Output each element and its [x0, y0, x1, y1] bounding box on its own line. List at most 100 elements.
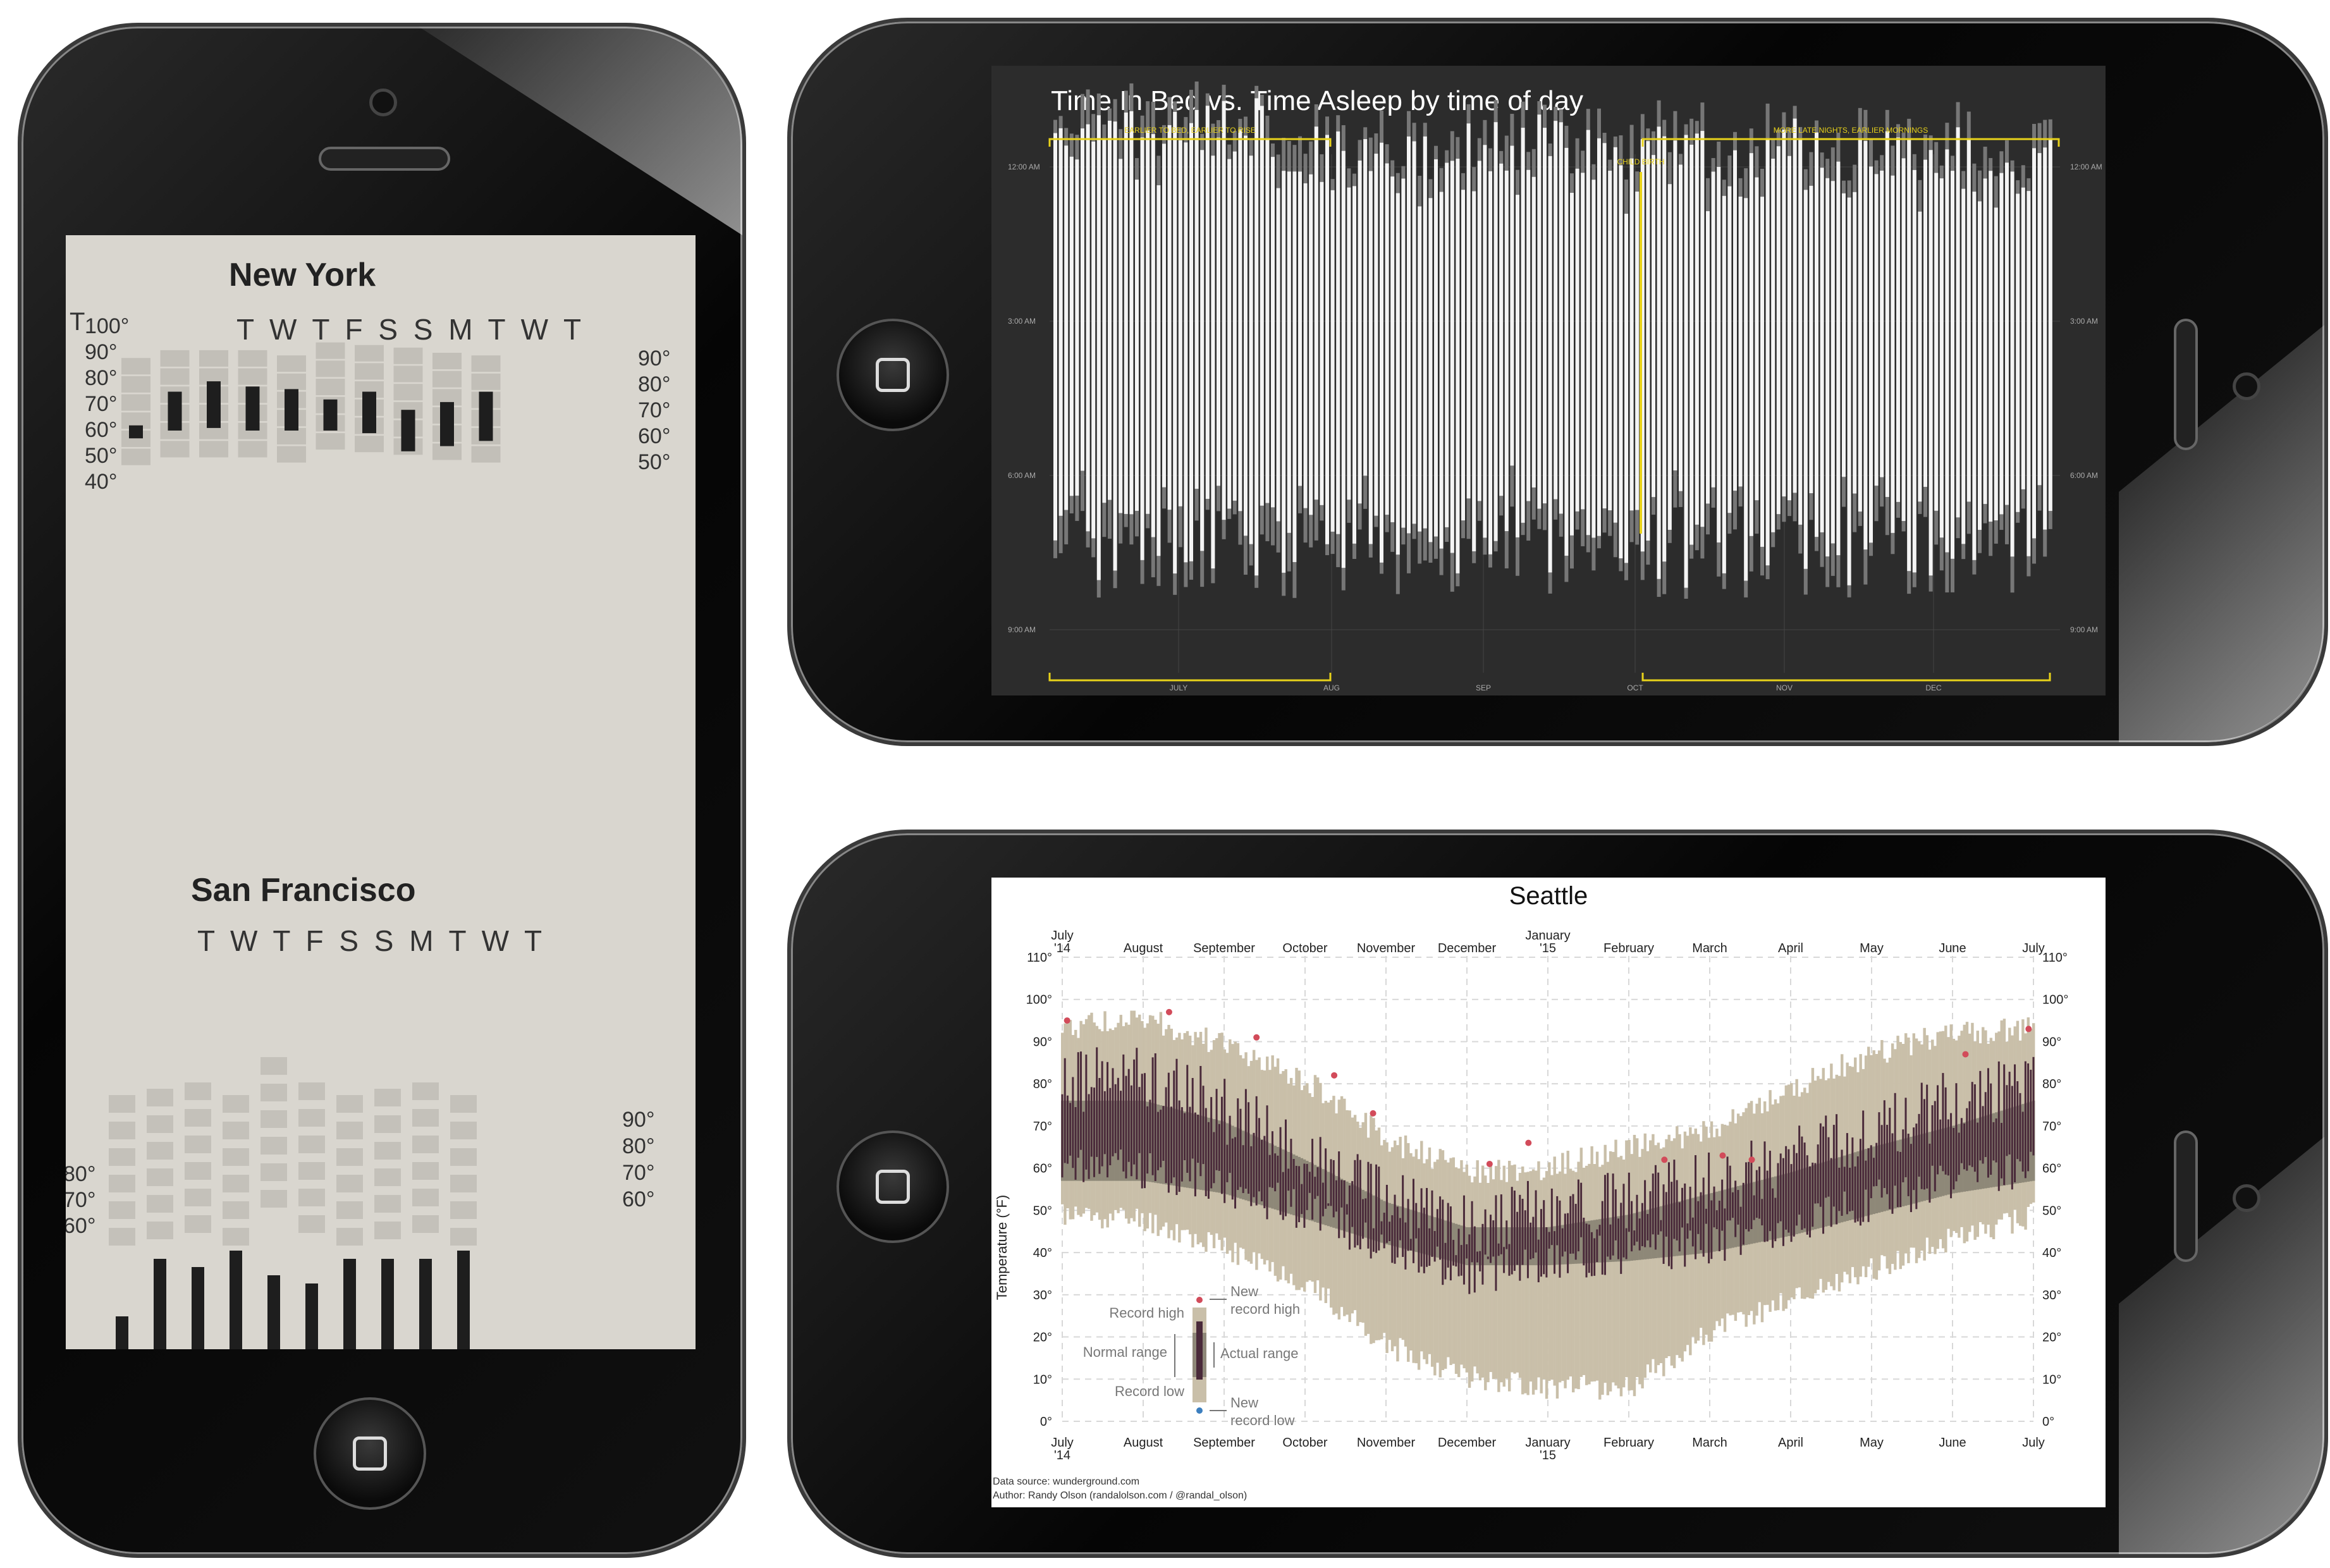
sleep-asleep-bar — [1428, 198, 1433, 542]
seattle-actual-range — [1513, 1191, 1516, 1271]
seattle-actual-range — [1516, 1211, 1519, 1265]
sleep-asleep-bar — [1961, 188, 1966, 544]
seattle-actual-range — [2006, 1085, 2008, 1156]
sf-days: T W T F S S M T W T — [197, 924, 546, 957]
seattle-actual-range — [1944, 1087, 1947, 1175]
seattle-actual-range — [1787, 1149, 1790, 1233]
newspaper-screen: T New York T W T F S S M T W T 100° 90° 80… — [66, 235, 696, 1349]
seattle-record-range — [1577, 1161, 1580, 1390]
sleep-month-label: AUG — [1323, 683, 1340, 692]
seattle-actual-range — [1795, 1153, 1798, 1226]
seattle-actual-range — [1330, 1159, 1332, 1206]
seattle-actual-range — [1133, 1059, 1136, 1165]
seattle-actual-range — [1721, 1179, 1724, 1231]
seattle-actual-range — [1442, 1199, 1444, 1285]
seattle-actual-range — [1069, 1103, 1072, 1156]
seattle-actual-range — [1535, 1190, 1537, 1253]
sleep-asleep-bar — [2021, 187, 2025, 489]
seattle-actual-range — [1284, 1119, 1287, 1216]
seattle-actual-range — [1862, 1110, 1865, 1222]
seattle-normal-range — [1659, 1206, 1663, 1258]
seattle-record-range — [1564, 1173, 1567, 1388]
seattle-normal-range — [1478, 1227, 1482, 1266]
seattle-actual-range — [1657, 1172, 1660, 1235]
seattle-actual-range — [1825, 1115, 1827, 1198]
sf-grid-cell — [223, 1228, 249, 1246]
ny-left-tick: 100° — [85, 314, 129, 338]
bracket-bottom-left — [1048, 673, 1332, 682]
seattle-month-bottom: November — [1357, 1436, 1416, 1450]
home-button[interactable] — [837, 1130, 949, 1243]
seattle-actual-range — [1338, 1151, 1340, 1239]
sleep-asleep-bar — [1830, 181, 1835, 544]
home-button[interactable] — [837, 319, 949, 431]
seattle-actual-range — [1838, 1167, 1841, 1211]
seattle-actual-range — [1170, 1106, 1173, 1184]
seattle-actual-range — [1103, 1091, 1106, 1155]
seattle-actual-range — [1572, 1194, 1574, 1254]
seattle-actual-range — [1867, 1148, 1870, 1222]
seattle-actual-range — [1779, 1153, 1782, 1222]
seattle-record-range — [1542, 1177, 1546, 1380]
seattle-actual-range — [1710, 1200, 1713, 1259]
seattle-normal-range — [1598, 1219, 1602, 1263]
seattle-actual-range — [2027, 1063, 2030, 1172]
seattle-actual-range — [1136, 1048, 1138, 1180]
seattle-y-tick-left: 80° — [1033, 1077, 1052, 1091]
seattle-actual-range — [1612, 1173, 1614, 1256]
sf-bars — [109, 1057, 477, 1349]
ny-right-tick: 90° — [638, 346, 670, 371]
sleep-asleep-bar — [1912, 169, 1916, 573]
sleep-asleep-bar — [1619, 165, 1623, 559]
sleep-asleep-bar — [1450, 161, 1454, 553]
seattle-actual-range — [1718, 1201, 1720, 1252]
seattle-actual-range — [1248, 1102, 1250, 1194]
seattle-record-range — [1524, 1172, 1527, 1393]
sf-grid-cell — [412, 1082, 439, 1100]
sf-grid-cell — [336, 1175, 363, 1192]
seattle-actual-range — [2030, 1069, 2032, 1152]
sf-left-tick: 60° — [66, 1214, 95, 1238]
sleep-asleep-bar — [1146, 130, 1150, 514]
home-button[interactable] — [314, 1397, 426, 1510]
sf-grid-cell — [298, 1136, 325, 1153]
sf-grid-cell — [147, 1142, 173, 1160]
sf-grid-cell — [298, 1082, 325, 1100]
seattle-actual-range — [1346, 1204, 1348, 1215]
ny-grid-cell — [277, 427, 306, 444]
sf-grid-cell — [185, 1189, 211, 1206]
seattle-y-axis: 110° 110° 100° 100° 90° 90° 80° 80° 70° 70° 60° 60°… — [1026, 951, 2069, 1429]
seattle-actual-range — [1391, 1215, 1394, 1263]
seattle-actual-range — [1165, 1087, 1167, 1184]
annotation-later: MORE LATE NIGHTS, EARLIER MORNINGS — [1641, 126, 2060, 147]
seattle-actual-range — [1298, 1166, 1301, 1223]
sf-grid-cell — [185, 1136, 211, 1153]
sf-grid-cell — [109, 1201, 135, 1219]
sf-right-tick: 90° — [622, 1108, 654, 1132]
seattle-actual-range — [1737, 1190, 1739, 1225]
seattle-actual-range — [1120, 1091, 1122, 1150]
sf-grid-cell — [336, 1201, 363, 1219]
seattle-actual-range — [1889, 1108, 1891, 1210]
seattle-actual-range — [1598, 1225, 1601, 1236]
seattle-actual-range — [1306, 1163, 1308, 1210]
seattle-actual-range — [1777, 1163, 1779, 1223]
phone-glare — [419, 27, 742, 235]
seattle-actual-range — [1466, 1244, 1468, 1259]
sleep-asleep-bar — [1298, 171, 1302, 486]
seattle-actual-range — [1138, 1087, 1141, 1153]
seattle-actual-range — [1282, 1172, 1284, 1220]
sleep-asleep-bar — [1271, 157, 1275, 508]
seattle-actual-range — [1367, 1161, 1370, 1249]
seattle-record-range — [1507, 1160, 1511, 1392]
sleep-asleep-bar — [1363, 139, 1368, 476]
sleep-y-tick-left: 12:00 AM — [1008, 162, 1040, 171]
seattle-actual-range — [1559, 1200, 1561, 1278]
seattle-ylabel: Temperature (°F) — [994, 1195, 1010, 1301]
sleep-asleep-bar — [1477, 161, 1481, 501]
sleep-asleep-bar — [1461, 190, 1465, 521]
seattle-actual-range — [1684, 1183, 1686, 1267]
ny-grid-cell — [121, 394, 150, 411]
seattle-actual-range — [1926, 1084, 1928, 1189]
seattle-actual-range — [1660, 1220, 1662, 1232]
